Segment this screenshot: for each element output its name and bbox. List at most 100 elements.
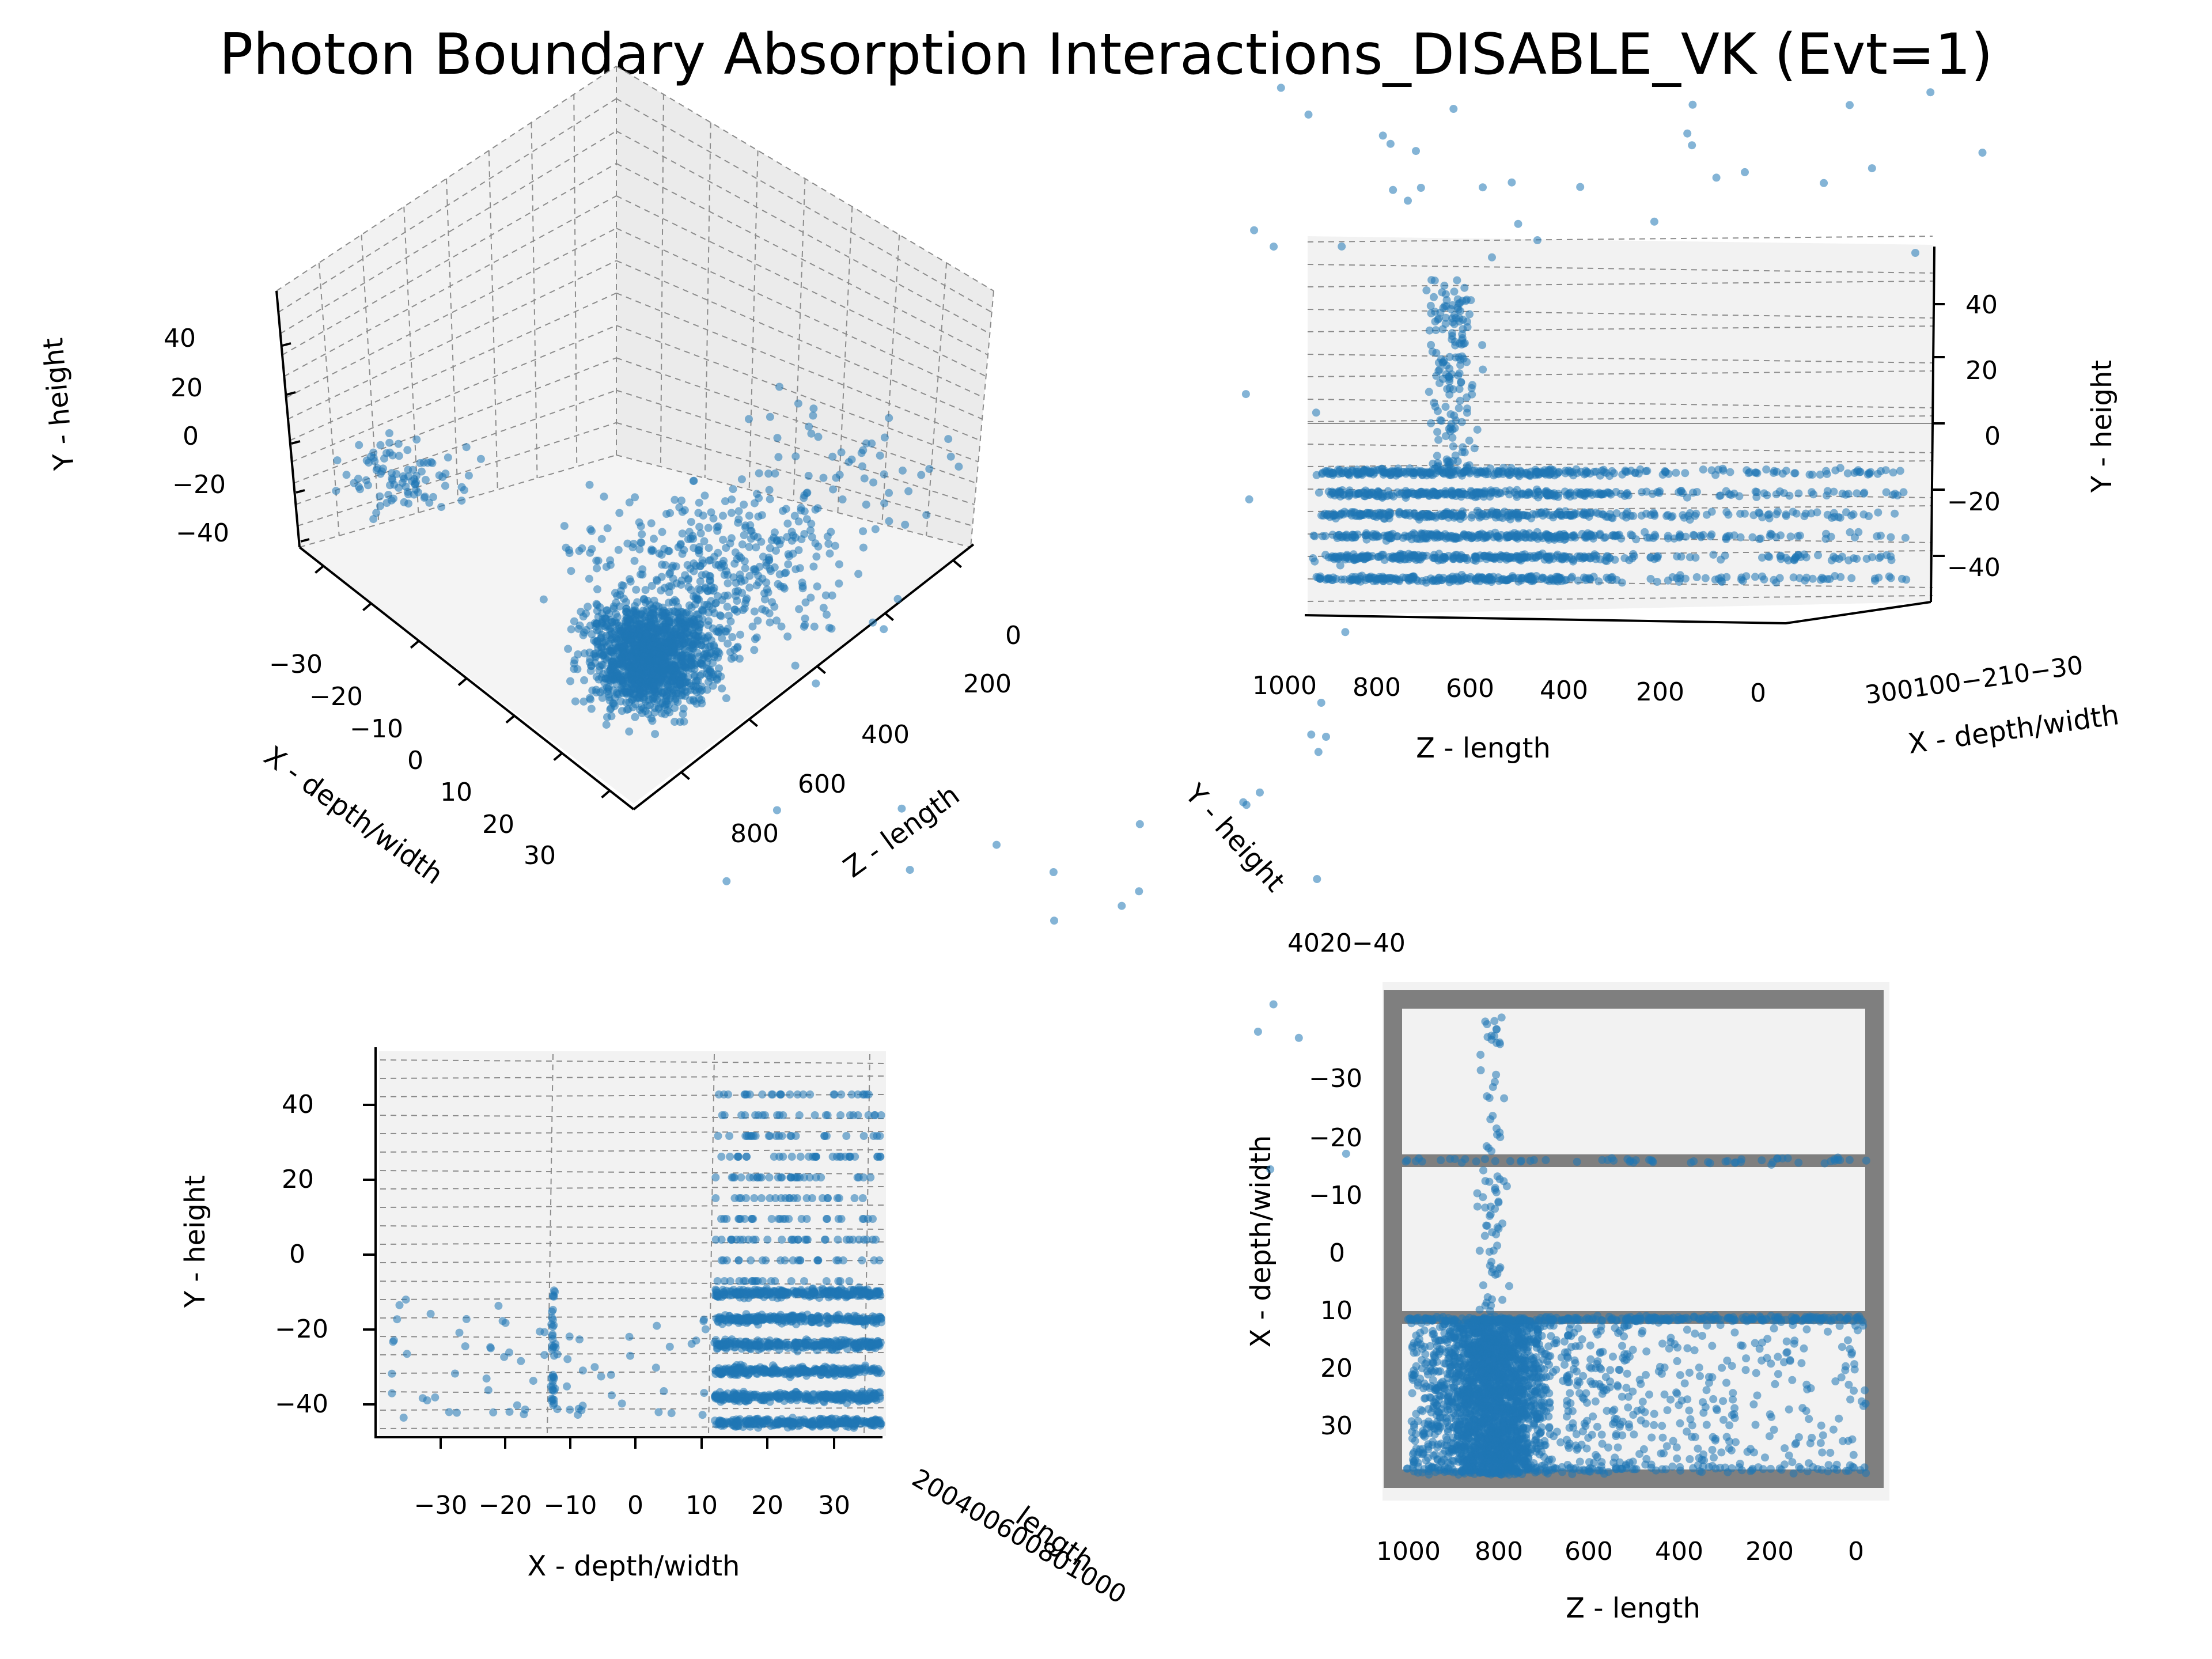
- data-point: [859, 527, 868, 536]
- data-point: [707, 508, 715, 517]
- data-point: [1437, 355, 1445, 363]
- data-point: [704, 524, 713, 532]
- data-point: [615, 624, 623, 632]
- data-point: [1427, 419, 1435, 427]
- data-point: [741, 523, 749, 532]
- data-point: [687, 650, 695, 659]
- data-point: [635, 620, 643, 629]
- data-point: [1455, 353, 1463, 362]
- data-point: [898, 466, 907, 475]
- data-point: [412, 435, 421, 444]
- data-point: [714, 647, 722, 656]
- data-point: [614, 546, 623, 554]
- data-point: [724, 579, 732, 588]
- data-point: [726, 617, 735, 626]
- data-point: [825, 549, 834, 558]
- data-point: [1681, 469, 1690, 478]
- p1-ztick-label: 0: [1005, 621, 1021, 650]
- p2-ytick-label: −20: [1947, 487, 2001, 517]
- data-point: [603, 524, 612, 533]
- data-point: [695, 498, 703, 507]
- data-point: [1361, 489, 1369, 498]
- gridline: [616, 454, 971, 548]
- data-point: [1622, 510, 1631, 518]
- data-point: [687, 518, 695, 527]
- data-point: [703, 600, 711, 609]
- data-point: [586, 548, 594, 557]
- data-point: [741, 564, 749, 573]
- data-point: [372, 509, 381, 517]
- data-point: [771, 469, 779, 478]
- data-point: [1505, 471, 1513, 479]
- data-point: [1324, 575, 1332, 584]
- data-point: [1642, 467, 1650, 475]
- data-point: [1871, 577, 1879, 585]
- data-point: [668, 676, 676, 685]
- data-point: [1749, 511, 1758, 520]
- data-point: [1476, 467, 1484, 475]
- data-point: [1767, 530, 1776, 539]
- data-point: [1726, 468, 1734, 476]
- data-point: [441, 482, 449, 490]
- data-point: [718, 634, 726, 642]
- data-point: [1821, 535, 1830, 543]
- data-point: [706, 673, 715, 682]
- p1-ytick-label: −40: [176, 518, 229, 548]
- data-point: [1897, 574, 1906, 583]
- gridline: [276, 66, 617, 291]
- tick-mark: [553, 752, 563, 762]
- data-point: [1433, 531, 1442, 540]
- data-point: [885, 488, 893, 497]
- data-point: [847, 455, 856, 464]
- data-point: [1487, 509, 1496, 517]
- data-point: [645, 695, 653, 704]
- data-point: [869, 478, 878, 487]
- data-point: [1459, 325, 1467, 334]
- data-point: [677, 497, 685, 505]
- gridline: [616, 228, 984, 399]
- data-point: [1448, 534, 1457, 543]
- data-point: [854, 570, 863, 578]
- tick-mark: [505, 714, 516, 724]
- data-point: [1603, 573, 1611, 582]
- data-point: [673, 613, 681, 622]
- data-point: [751, 567, 760, 575]
- data-point: [1434, 435, 1443, 444]
- data-point: [616, 652, 624, 660]
- data-point: [1526, 472, 1535, 480]
- data-point: [1445, 374, 1454, 383]
- data-point: [807, 520, 816, 528]
- data-point: [1889, 491, 1897, 499]
- data-point: [1512, 552, 1521, 560]
- data-point: [775, 570, 784, 579]
- data-point: [697, 696, 706, 704]
- data-point: [629, 663, 638, 672]
- gridline: [531, 122, 538, 479]
- data-point: [342, 471, 351, 479]
- data-point: [1512, 508, 1521, 517]
- data-point: [1566, 493, 1574, 501]
- data-point: [823, 611, 831, 619]
- data-point: [1889, 468, 1897, 477]
- p2-ytick-label: 40: [1965, 290, 1998, 320]
- tick-mark: [748, 718, 758, 728]
- data-point: [567, 625, 575, 634]
- data-point: [770, 533, 778, 542]
- data-point: [607, 664, 615, 672]
- gridline: [488, 150, 498, 490]
- gridline: [361, 234, 380, 525]
- data-point: [1399, 533, 1407, 542]
- data-point: [1774, 507, 1782, 516]
- data-point: [598, 694, 607, 702]
- data-point: [664, 696, 672, 705]
- data-point: [1502, 552, 1510, 560]
- panel-3d-perspective: 40 20 0 −20 −40 −30 −20 −10 0 10 20 30 0…: [37, 66, 1021, 891]
- data-point: [679, 654, 687, 662]
- data-point: [1656, 487, 1664, 495]
- data-point: [1425, 388, 1433, 396]
- data-point: [644, 656, 653, 664]
- data-point: [1490, 555, 1499, 563]
- data-point: [1868, 553, 1877, 562]
- data-point: [444, 453, 452, 462]
- data-point: [1457, 378, 1465, 387]
